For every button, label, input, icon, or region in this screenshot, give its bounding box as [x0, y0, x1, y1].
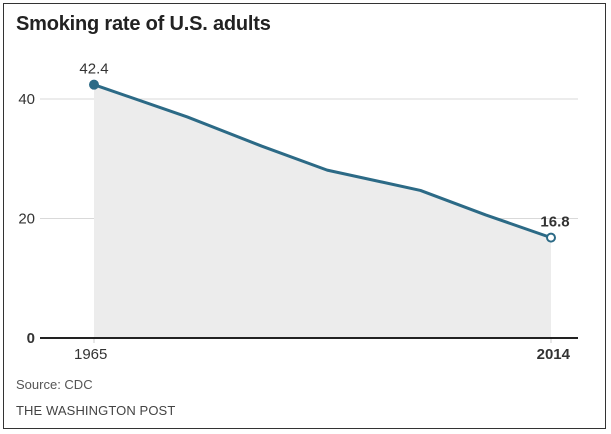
- data-label: 16.8: [540, 214, 569, 231]
- y-tick-label: 0: [27, 330, 35, 347]
- publisher-credit: THE WASHINGTON POST: [16, 403, 176, 418]
- data-point-marker: [546, 232, 556, 243]
- y-tick-label: 20: [18, 211, 35, 228]
- chart-title: Smoking rate of U.S. adults: [16, 13, 271, 35]
- y-tick-label: 40: [18, 91, 35, 108]
- x-tick-label: 2014: [537, 346, 571, 363]
- area-fill: [94, 84, 551, 338]
- series-line: [93, 83, 552, 240]
- data-label: 42.4: [79, 61, 108, 78]
- x-tick-label: 1965: [74, 346, 107, 363]
- source-note: Source: CDC: [16, 377, 93, 392]
- data-point-marker: [89, 79, 99, 90]
